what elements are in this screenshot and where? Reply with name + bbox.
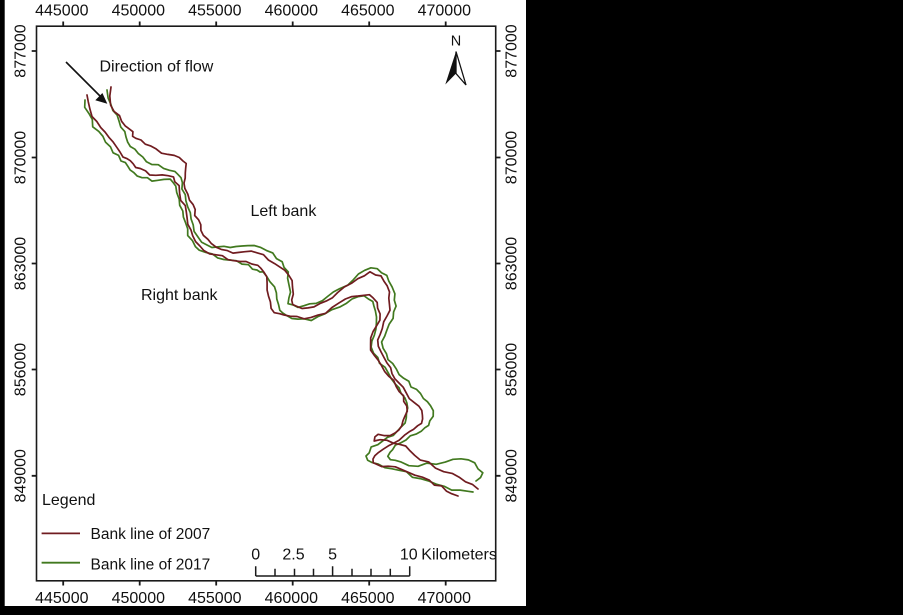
svg-text:Legend: Legend [42, 492, 95, 509]
svg-text:455000: 455000 [188, 3, 241, 20]
svg-text:445000: 445000 [35, 3, 88, 20]
svg-text:Right bank: Right bank [141, 287, 218, 304]
svg-text:450000: 450000 [112, 590, 165, 607]
svg-text:Bank line of 2017: Bank line of 2017 [91, 557, 211, 574]
svg-text:863000: 863000 [504, 237, 521, 290]
svg-text:465000: 465000 [341, 590, 394, 607]
svg-text:10: 10 [400, 547, 418, 564]
svg-text:Left bank: Left bank [251, 203, 318, 220]
svg-text:Kilometers: Kilometers [421, 547, 497, 564]
svg-text:470000: 470000 [418, 590, 471, 607]
svg-text:856000: 856000 [504, 343, 521, 396]
svg-text:0: 0 [251, 547, 260, 564]
svg-text:870000: 870000 [504, 131, 521, 184]
svg-text:470000: 470000 [418, 3, 471, 20]
svg-text:N: N [451, 34, 461, 50]
svg-text:455000: 455000 [188, 590, 241, 607]
svg-text:5: 5 [328, 547, 337, 564]
svg-text:856000: 856000 [13, 343, 30, 396]
svg-text:863000: 863000 [13, 237, 30, 290]
svg-text:Direction of flow: Direction of flow [100, 59, 214, 76]
svg-text:445000: 445000 [35, 590, 88, 607]
svg-text:460000: 460000 [265, 590, 318, 607]
svg-text:849000: 849000 [504, 449, 521, 502]
svg-text:870000: 870000 [13, 131, 30, 184]
svg-text:849000: 849000 [13, 449, 30, 502]
svg-text:877000: 877000 [13, 24, 30, 77]
svg-text:877000: 877000 [504, 24, 521, 77]
svg-text:465000: 465000 [341, 3, 394, 20]
svg-text:450000: 450000 [112, 3, 165, 20]
svg-text:2.5: 2.5 [282, 547, 304, 564]
svg-text:Bank line of 2007: Bank line of 2007 [91, 526, 211, 543]
svg-text:460000: 460000 [265, 3, 318, 20]
